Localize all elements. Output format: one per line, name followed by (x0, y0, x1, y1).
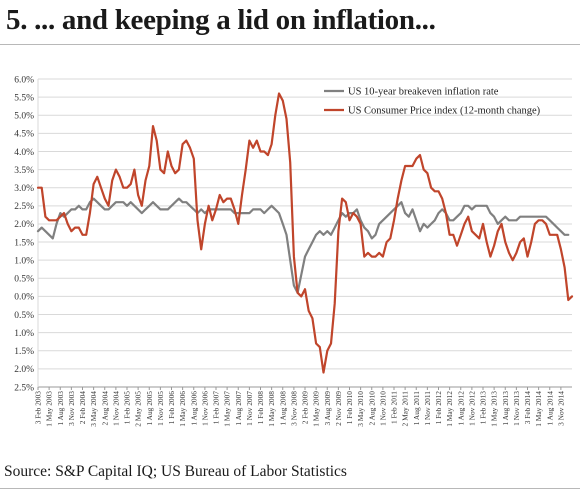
x-tick-label: 1 May 2013 (490, 391, 499, 427)
y-tick-label: 2.5% (14, 383, 34, 393)
x-tick-label: 3 May 2004 (89, 391, 98, 427)
x-tick-label: 1 Feb 2012 (434, 391, 443, 425)
x-tick-label: 1 Nov 2006 (200, 391, 209, 426)
x-tick-label: 1 May 2007 (223, 391, 232, 427)
x-tick-label: 1 May 2014 (534, 391, 543, 427)
x-tick-label: 3 May 2010 (356, 391, 365, 427)
x-tick-label: 1 Nov 2010 (378, 391, 387, 426)
y-tick-label: 2.0% (14, 220, 34, 230)
y-tick-label: 5.5% (14, 93, 34, 103)
x-tick-label: 3 Feb 2014 (523, 391, 532, 425)
x-tick-label: 2 Feb 2004 (78, 391, 87, 425)
x-tick-label: 2 May 2005 (134, 391, 143, 427)
x-tick-label: 3 Nov 2014 (556, 391, 565, 426)
legend-label: US 10-year breakeven inflation rate (348, 87, 499, 98)
y-tick-label: 1.5% (14, 238, 34, 248)
y-tick-label: 1.5% (14, 347, 34, 357)
x-tick-label: 1 Feb 2005 (123, 391, 132, 425)
x-tick-label: 1 Feb 2010 (345, 391, 354, 425)
y-tick-label: 4.0% (14, 148, 34, 158)
x-tick-label: 1 Aug 2008 (278, 391, 287, 426)
x-tick-label: 3 Feb 2003 (34, 391, 43, 425)
x-tick-label: 1 Feb 2011 (390, 391, 399, 424)
y-tick-label: 3.5% (14, 166, 34, 176)
y-tick-label: 0.5% (14, 311, 34, 321)
x-tick-label: 1 Feb 2006 (167, 391, 176, 425)
x-tick-label: 3 Aug 2009 (323, 391, 332, 426)
x-tick-label: 1 May 2008 (267, 391, 276, 427)
x-tick-label: 1 May 2006 (178, 391, 187, 427)
x-tick-label: 1 Nov 2012 (467, 391, 476, 426)
top-divider (0, 44, 580, 45)
x-tick-label: 1 Aug 2011 (412, 391, 421, 426)
x-tick-label: 2 Feb 2009 (301, 391, 310, 425)
x-tick-label: 2 Aug 2004 (100, 391, 109, 426)
x-tick-label: 1 May 2009 (312, 391, 321, 427)
y-axis: 6.0% 5.5% 5.0% 4.5% 4.0% 3.5% 3.0% 2.5% 2.0% 1.5%… (14, 75, 34, 393)
series-lines (36, 92, 574, 374)
x-tick-label: 1 Nov 2004 (111, 391, 120, 426)
legend-label: US Consumer Price index (12-month change… (348, 106, 541, 117)
x-tick-label: 1 Aug 2014 (545, 391, 554, 426)
bottom-divider (0, 488, 580, 489)
x-tick-label: 1 Aug 2007 (234, 391, 243, 426)
chart-title: 5. ... and keeping a lid on inflation... (6, 4, 436, 36)
y-tick-label: 6.0% (14, 75, 34, 85)
cpi-series-line (36, 92, 574, 374)
x-tick-label: 1 Nov 2005 (156, 391, 165, 426)
x-tick-label: 2 May 2011 (401, 391, 410, 427)
x-tick-label: 1 Aug 2005 (145, 391, 154, 426)
breakeven-series-line (36, 197, 570, 294)
x-tick-label: 1 Feb 2007 (212, 391, 221, 425)
x-tick-label: 1 Nov 2013 (512, 391, 521, 426)
x-tick-label: 1 May 2003 (45, 391, 54, 427)
x-tick-label: 1 Feb 2013 (479, 391, 488, 425)
y-tick-label: 2.0% (14, 365, 34, 375)
y-tick-label: 1.0% (14, 256, 34, 266)
x-tick-label: 2 Nov 2009 (334, 391, 343, 426)
x-tick-label: 1 Aug 2013 (501, 391, 510, 426)
y-tick-label: 5.0% (14, 112, 34, 122)
x-tick-label: 3 Nov 2008 (289, 391, 298, 426)
x-tick-label: 1 Aug 2012 (456, 391, 465, 426)
x-tick-label: 1 Feb 2008 (256, 391, 265, 425)
x-tick-label: 1 Nov 2007 (245, 391, 254, 426)
x-tick-label: 1 Aug 2003 (56, 391, 65, 426)
y-tick-label: 2.5% (14, 202, 34, 212)
line-chart: 6.0% 5.5% 5.0% 4.5% 4.0% 3.5% 3.0% 2.5% 2.0% 1.5%… (14, 75, 574, 427)
x-tick-label: 1 Aug 2006 (189, 391, 198, 426)
x-tick-label: 2 Aug 2010 (367, 391, 376, 426)
source-note: Source: S&P Capital IQ; US Bureau of Lab… (4, 463, 347, 480)
y-tick-label: 3.0% (14, 184, 34, 194)
x-tick-label: 1 May 2012 (445, 391, 454, 427)
y-tick-label: 0.0% (14, 293, 34, 303)
x-axis: 3 Feb 2003 1 May 2003 1 Aug 2003 3 Nov 2003… (34, 79, 572, 427)
y-tick-label: 0.5% (14, 275, 34, 285)
chart-panel: 6.0% 5.5% 5.0% 4.5% 4.0% 3.5% 3.0% 2.5% 2.0% 1.5%… (0, 71, 580, 460)
y-tick-label: 4.5% (14, 130, 34, 140)
y-tick-label: 1.0% (14, 329, 34, 339)
x-tick-label: 3 Nov 2003 (67, 391, 76, 426)
x-tick-label: 1 Nov 2011 (423, 391, 432, 426)
gridlines (38, 78, 572, 388)
legend: US 10-year breakeven inflation rate US Co… (324, 87, 541, 117)
